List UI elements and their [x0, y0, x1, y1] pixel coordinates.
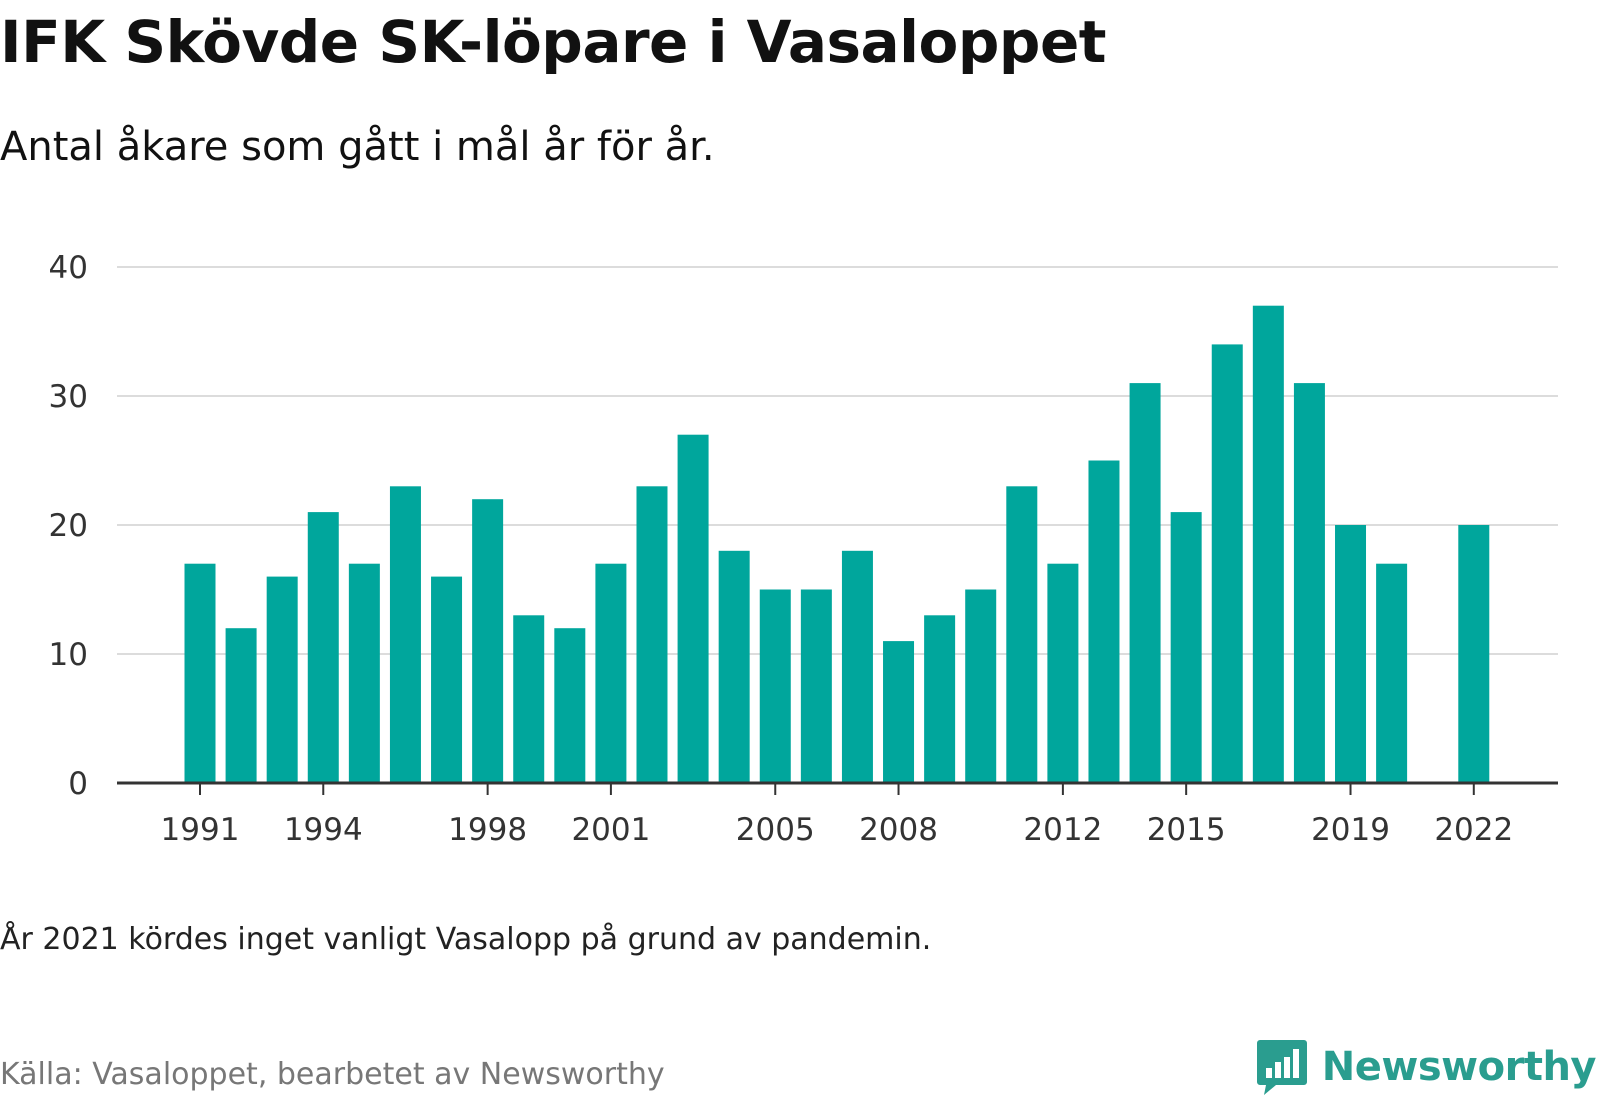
chart-subtitle: Antal åkare som gått i mål år för år.: [0, 124, 715, 170]
x-tick-label: 2015: [1147, 812, 1226, 848]
bar-2010: [965, 589, 997, 783]
bars: [184, 305, 1490, 783]
bar-1999: [513, 615, 545, 783]
bar-2017: [1252, 305, 1284, 783]
bar-2006: [800, 589, 832, 783]
source-text: Källa: Vasaloppet, bearbetet av Newswort…: [0, 1057, 665, 1092]
x-tick-label: 1991: [161, 812, 240, 848]
bar-1996: [389, 486, 421, 783]
bar-2003: [677, 434, 709, 783]
x-tick-label: 2012: [1023, 812, 1102, 848]
bar-2008: [883, 641, 915, 783]
bar-1997: [431, 576, 463, 783]
bar-2018: [1293, 383, 1325, 783]
y-tick-label: 10: [49, 637, 88, 673]
x-tick-label: 2022: [1434, 812, 1513, 848]
bar-2005: [759, 589, 791, 783]
y-tick-label: 40: [49, 250, 88, 286]
bar-2011: [1006, 486, 1038, 783]
bar-chart-speech-bubble-icon: [1256, 1040, 1307, 1095]
bar-1998: [472, 499, 504, 783]
bar-2019: [1335, 525, 1367, 783]
logo-text: Newsworthy: [1321, 1044, 1597, 1090]
bar-2000: [554, 628, 586, 783]
bar-1993: [266, 576, 298, 783]
x-tick-label: 2005: [736, 812, 815, 848]
bar-2015: [1170, 512, 1202, 783]
x-tick-label: 2001: [571, 812, 650, 848]
bar-chart: 0 10 20 30 40 1991 1994 1998 2001 2005 2008 2012 201…: [49, 250, 1558, 848]
bar-2022: [1458, 525, 1490, 783]
bar-2014: [1129, 383, 1161, 783]
newsworthy-logo: Newsworthy: [1256, 1038, 1597, 1096]
bar-1992: [225, 628, 257, 783]
bar-2012: [1047, 563, 1079, 783]
x-tick-label: 1994: [284, 812, 363, 848]
bar-2002: [636, 486, 668, 783]
bar-1994: [307, 512, 339, 783]
bar-2016: [1211, 344, 1243, 783]
bar-2020: [1376, 563, 1408, 783]
chart-note: År 2021 kördes inget vanligt Vasalopp på…: [0, 922, 932, 957]
chart-title: IFK Skövde SK-löpare i Vasaloppet: [0, 8, 1107, 76]
y-tick-label: 30: [49, 379, 88, 415]
bar-2013: [1088, 460, 1120, 783]
bar-2004: [718, 550, 750, 783]
bar-2007: [841, 550, 873, 783]
bar-2009: [924, 615, 956, 783]
y-tick-label: 20: [49, 508, 88, 544]
x-tick-label: 2019: [1311, 812, 1390, 848]
y-tick-label: 0: [68, 766, 88, 802]
bar-1995: [348, 563, 380, 783]
axes: 0 10 20 30 40 1991 1994 1998 2001 2005 2008 2012 201…: [49, 250, 1558, 848]
bar-2001: [595, 563, 627, 783]
x-tick-label: 1998: [448, 812, 527, 848]
bar-1991: [184, 563, 216, 783]
x-tick-label: 2008: [859, 812, 938, 848]
